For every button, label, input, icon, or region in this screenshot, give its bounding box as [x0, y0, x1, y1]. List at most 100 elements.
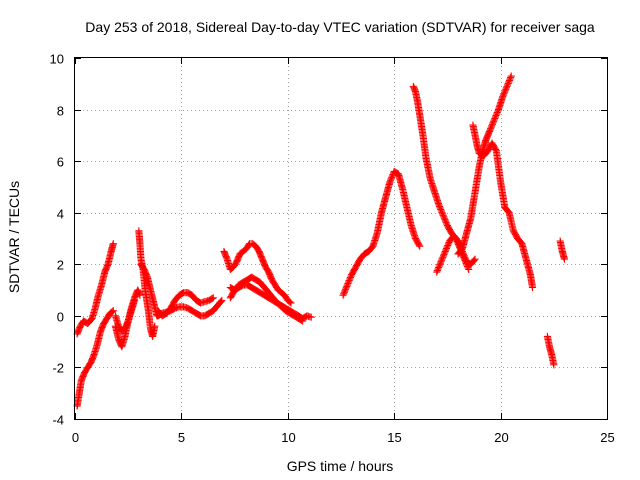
series-track-12	[339, 167, 424, 299]
series-track-15	[454, 72, 515, 258]
data-point	[491, 144, 499, 152]
data-point	[550, 361, 558, 369]
series-track-18	[556, 237, 568, 263]
data-point	[560, 255, 568, 263]
data-point	[511, 231, 520, 239]
data-point	[353, 260, 361, 268]
series-track-17	[543, 332, 558, 369]
y-tick-label: -2	[52, 361, 64, 376]
data-point	[354, 259, 362, 267]
data-point	[413, 237, 421, 245]
data-point	[287, 299, 295, 307]
data-points	[73, 72, 568, 410]
series-track-5	[135, 227, 159, 341]
y-tick-label: 6	[57, 155, 64, 170]
data-point	[507, 72, 515, 80]
data-point	[414, 238, 422, 246]
data-point	[412, 236, 420, 244]
data-point	[355, 258, 363, 266]
data-point	[489, 142, 498, 150]
data-point	[217, 297, 225, 305]
data-point	[136, 291, 144, 299]
data-point	[411, 234, 420, 243]
data-point	[218, 296, 226, 304]
y-tick-label: -4	[52, 413, 64, 428]
data-point	[350, 267, 358, 275]
data-point	[109, 240, 117, 248]
data-point	[351, 264, 359, 272]
data-point	[350, 265, 359, 273]
data-point	[414, 240, 422, 248]
data-point	[228, 291, 236, 299]
series-track-8	[154, 296, 226, 320]
data-point	[349, 268, 357, 276]
series-track-16	[469, 121, 537, 292]
data-point	[484, 145, 493, 154]
data-point	[109, 307, 117, 315]
x-axis-label: GPS time / hours	[287, 458, 394, 474]
data-point	[348, 271, 356, 279]
data-point	[445, 225, 454, 234]
y-axis-label: SDTVAR / TECUs	[6, 181, 22, 293]
data-point	[298, 316, 306, 324]
x-tick-label: 25	[600, 430, 614, 445]
data-point	[509, 227, 517, 235]
x-tick-label: 5	[178, 430, 185, 445]
chart-title: Day 253 of 2018, Sidereal Day-to-day VTE…	[85, 19, 595, 35]
data-point	[511, 229, 519, 237]
tick-labels: 0 5 10 15 20 25 -4 -2 0 2 4 6 8 10	[50, 52, 615, 446]
data-point	[489, 140, 497, 148]
data-point	[264, 267, 272, 275]
series-track-4	[111, 296, 139, 335]
data-point	[108, 308, 116, 316]
y-tick-label: 2	[57, 258, 64, 273]
data-point	[490, 143, 498, 151]
data-point	[445, 224, 453, 232]
x-tick-label: 0	[72, 430, 79, 445]
data-point	[485, 144, 493, 152]
axis-ticks	[75, 58, 608, 420]
data-point	[444, 223, 452, 231]
y-tick-label: 4	[57, 207, 64, 222]
plot-frame	[74, 57, 608, 420]
data-point	[415, 241, 423, 249]
series-track-11	[226, 281, 307, 325]
data-point	[226, 294, 234, 302]
data-point	[232, 259, 240, 267]
series-track-2	[73, 240, 117, 338]
data-point	[227, 292, 235, 301]
data-point	[307, 313, 315, 321]
data-point	[299, 317, 307, 325]
x-tick-label: 10	[281, 430, 295, 445]
data-point	[443, 222, 451, 230]
data-point	[353, 262, 361, 270]
data-point	[470, 256, 478, 264]
x-tick-label: 20	[494, 430, 508, 445]
series-track-9	[220, 240, 295, 307]
y-tick-label: 0	[57, 310, 64, 325]
grid	[75, 58, 607, 419]
series-track-6	[137, 260, 161, 320]
data-point	[416, 242, 424, 250]
data-point	[348, 269, 356, 277]
data-point	[86, 360, 94, 368]
data-point	[484, 147, 492, 155]
y-tick-label: 10	[50, 52, 64, 67]
series-track-14	[433, 232, 479, 276]
y-tick-label: 8	[57, 104, 64, 119]
data-point	[465, 265, 473, 273]
data-point	[286, 298, 294, 306]
data-point	[139, 264, 147, 272]
data-point	[131, 296, 139, 304]
data-point	[471, 255, 479, 263]
data-point	[208, 294, 216, 303]
x-tick-label: 15	[387, 430, 401, 445]
data-point	[446, 227, 454, 235]
data-point	[170, 299, 178, 307]
data-point	[352, 263, 360, 271]
data-point	[528, 283, 537, 292]
data-point	[510, 228, 518, 236]
series-track-1	[73, 307, 117, 410]
data-point	[492, 145, 500, 154]
